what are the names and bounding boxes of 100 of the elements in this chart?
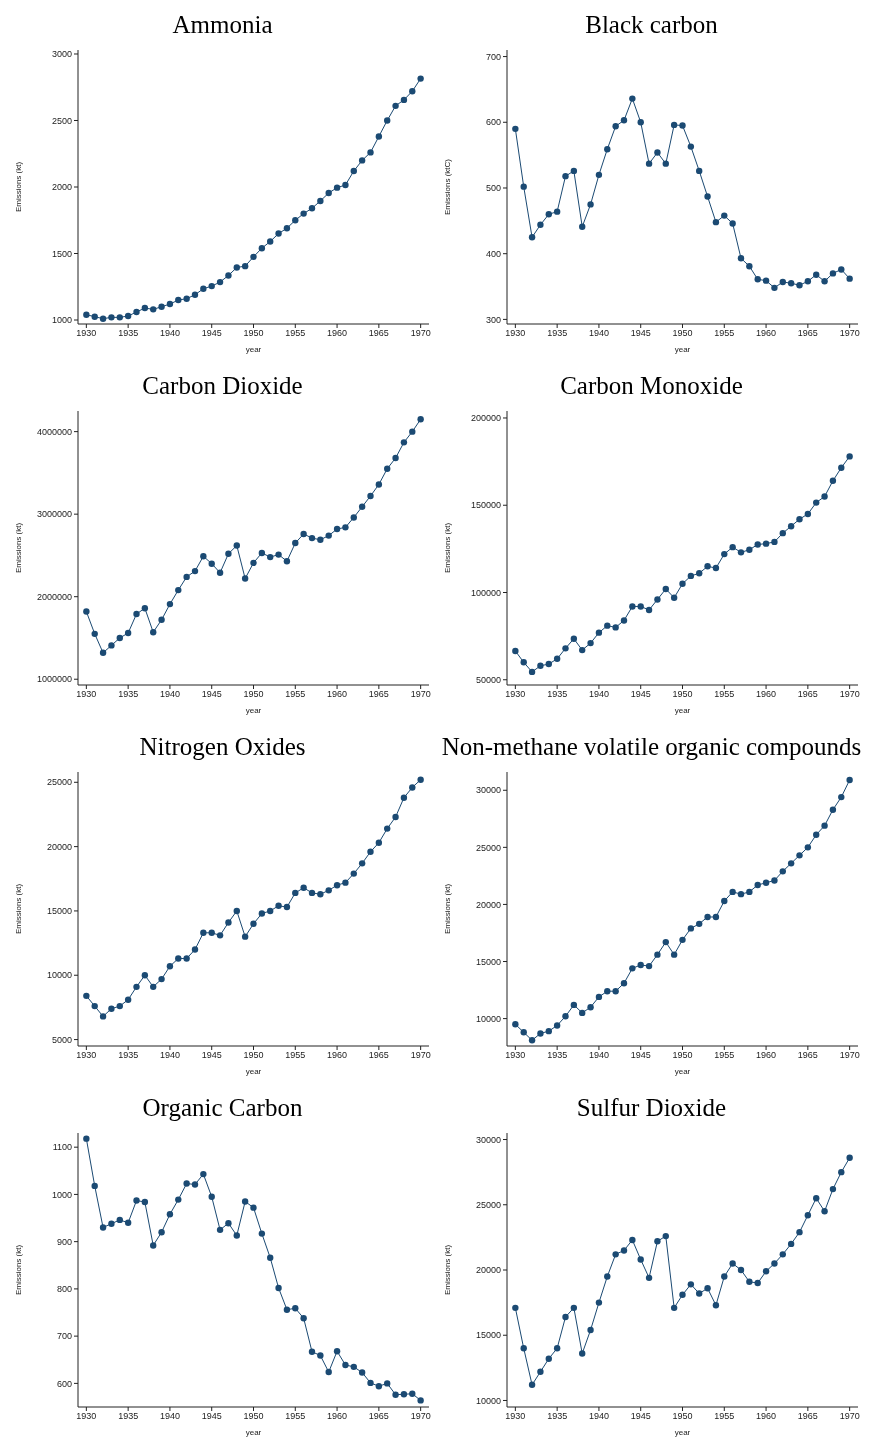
point [537, 221, 544, 228]
x-tick-label: 1945 [201, 689, 222, 700]
point [150, 1242, 157, 1249]
point [545, 211, 552, 218]
point [166, 1211, 174, 1218]
x-axis-title: year [245, 345, 262, 354]
x-tick-label: 1965 [797, 1050, 818, 1061]
x-tick-label: 1940 [159, 689, 180, 700]
point [133, 308, 140, 316]
point [333, 1348, 341, 1355]
point [108, 1005, 115, 1012]
point [166, 300, 174, 308]
point [570, 1304, 578, 1312]
x-tick-label: 1950 [672, 1050, 693, 1061]
point [350, 870, 357, 877]
point [208, 929, 215, 936]
x-tick-label: 1940 [588, 1411, 609, 1422]
point [392, 102, 399, 110]
point [133, 610, 140, 618]
x-tick-label: 1935 [118, 1411, 139, 1422]
y-tick-label: 3000000 [36, 509, 72, 520]
point [275, 230, 282, 237]
chart-title: Ammonia [171, 10, 274, 40]
point [579, 646, 586, 654]
y-tick-label: 10000 [475, 1013, 501, 1024]
point [208, 282, 215, 290]
point [662, 585, 669, 593]
point [838, 266, 845, 273]
point [83, 1135, 90, 1142]
point [645, 606, 653, 614]
point [629, 603, 636, 610]
y-tick-label: 25000 [46, 777, 72, 788]
point [528, 668, 536, 676]
point [562, 1313, 569, 1321]
point [595, 993, 603, 1001]
point [400, 439, 408, 446]
point [250, 559, 257, 567]
point [175, 1196, 182, 1203]
point [637, 961, 644, 969]
chart-title: Carbon Dioxide [141, 371, 304, 401]
point [275, 551, 282, 558]
point [200, 929, 207, 936]
x-tick-label: 1930 [505, 1411, 526, 1422]
point [821, 493, 828, 500]
x-tick-label: 1950 [243, 1411, 264, 1422]
point [754, 276, 761, 283]
point [350, 167, 357, 175]
x-tick-label: 1965 [797, 328, 818, 339]
point [141, 304, 149, 312]
point [654, 1238, 661, 1245]
point [91, 313, 98, 320]
point [612, 123, 619, 130]
point [712, 1302, 720, 1309]
point [595, 629, 603, 636]
y-tick-label: 2000 [51, 182, 72, 193]
point [275, 1284, 282, 1292]
point [175, 955, 182, 962]
point [545, 1027, 552, 1035]
x-tick-label: 1960 [756, 328, 777, 339]
x-tick-label: 1950 [672, 328, 693, 339]
point [846, 1154, 853, 1161]
point [545, 660, 552, 668]
point [342, 879, 349, 886]
point [562, 172, 569, 180]
point [687, 1281, 695, 1288]
point [216, 278, 224, 286]
x-tick-label: 1940 [588, 689, 609, 700]
point [384, 465, 391, 472]
point [300, 530, 307, 538]
point [737, 255, 745, 262]
point [208, 560, 215, 567]
point [846, 453, 853, 460]
x-tick-label: 1970 [839, 1411, 860, 1422]
point [350, 1363, 357, 1371]
point [838, 464, 845, 471]
point [191, 1181, 199, 1188]
point [846, 776, 853, 784]
point [158, 975, 165, 983]
y-tick-label: 15000 [46, 906, 72, 917]
point [654, 951, 661, 958]
x-tick-label: 1945 [630, 1050, 651, 1061]
x-tick-label: 1965 [797, 1411, 818, 1422]
point [83, 608, 90, 615]
point [308, 1348, 316, 1355]
x-tick-label: 1940 [588, 1050, 609, 1061]
point [787, 860, 795, 867]
point [579, 223, 586, 230]
point [233, 907, 240, 915]
point [553, 1345, 561, 1352]
x-tick-label: 1940 [588, 328, 609, 339]
point [267, 907, 274, 915]
x-axis-title: year [245, 1067, 262, 1076]
y-tick-label: 20000 [475, 899, 501, 910]
point [721, 897, 728, 905]
point [528, 234, 536, 241]
y-tick-label: 1000000 [36, 674, 72, 685]
point [520, 1029, 527, 1036]
point [553, 208, 561, 215]
point [787, 1240, 795, 1248]
y-tick-label: 1500 [51, 248, 72, 259]
